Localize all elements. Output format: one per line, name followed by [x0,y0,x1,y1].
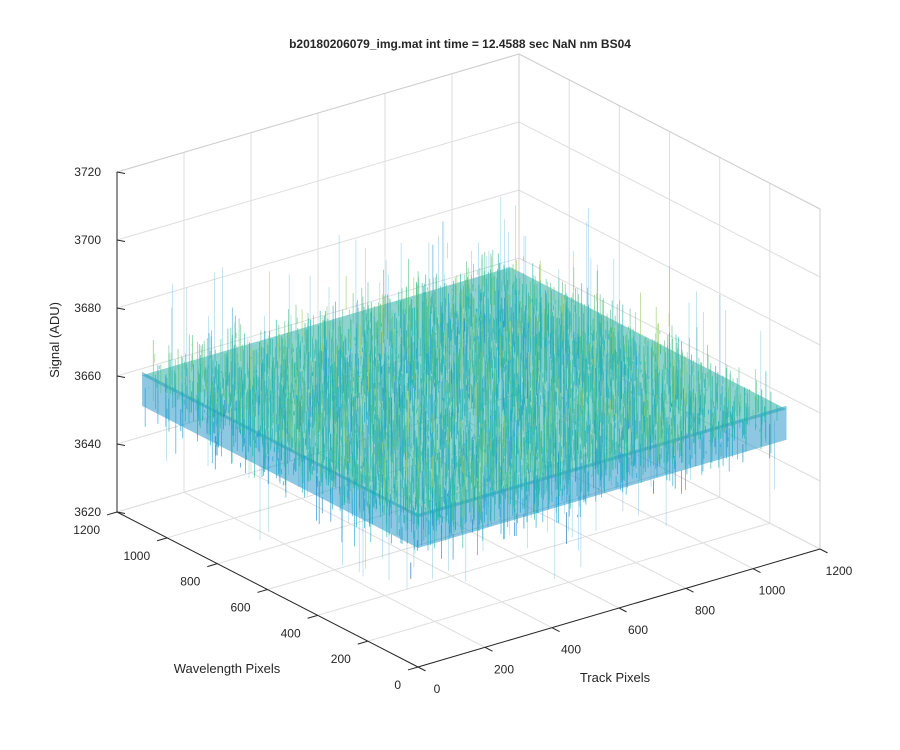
z-axis-label: Signal (ADU) [47,302,62,378]
y-tick [106,511,118,516]
y-gridline [317,157,721,616]
y-tick [307,614,318,619]
x-tick [417,666,426,672]
y-tick [207,563,218,568]
z-tick [116,443,126,446]
y-tick [357,640,368,645]
y-tick [156,537,168,542]
box-edge [518,53,821,210]
x-tick [618,607,627,613]
x-tick [484,646,493,652]
z-tick-label: 3660 [74,369,101,383]
x-tick [752,568,761,573]
x-tick-label: 400 [561,643,581,657]
z-tick-label: 3720 [74,165,101,179]
y-tick-label: 1200 [73,523,100,537]
surface-strands [152,249,777,523]
z-tick [116,171,126,174]
x-tick-label: 1200 [826,564,853,578]
x-tick-label: 1000 [759,584,786,598]
y-axis-label: Wavelength Pixels [174,661,281,676]
y-tick-label: 800 [180,575,200,589]
surface-spikes [166,196,775,589]
z-tick-label: 3680 [74,301,101,315]
y-tick-label: 1000 [123,549,150,563]
x-axis-label: Track Pixels [580,670,651,685]
y-tick-label: 200 [331,652,351,666]
y-tick-label: 600 [230,601,250,615]
x-tick-label: 800 [695,603,715,617]
z-tick [116,307,126,310]
z-tick-label: 3640 [74,437,101,451]
x-tick-label: 0 [434,682,441,696]
chart-title: b20180206079_img.mat int time = 12.4588 … [289,37,631,51]
x-tick-label: 200 [494,662,514,676]
z-tick-label: 3700 [74,233,101,247]
z-tick [116,375,126,378]
x-tick [685,587,694,593]
y-tick [257,589,268,593]
x-tick [551,627,560,632]
x-tick-label: 600 [628,623,648,637]
axis-ticks: 0 200 400 600 800 1000 1200 0 200 400 600 800 1000 12… [73,165,852,696]
z-tick-label: 3620 [74,505,101,519]
surface-mesh [142,196,787,589]
box-edge [116,53,520,173]
z-tick [116,239,126,242]
x-tick [819,548,828,554]
y-tick-label: 0 [394,678,401,692]
y-gridline [367,183,771,642]
z-tick [116,511,126,514]
y-tick-label: 400 [281,626,301,640]
y-tick [407,666,419,671]
